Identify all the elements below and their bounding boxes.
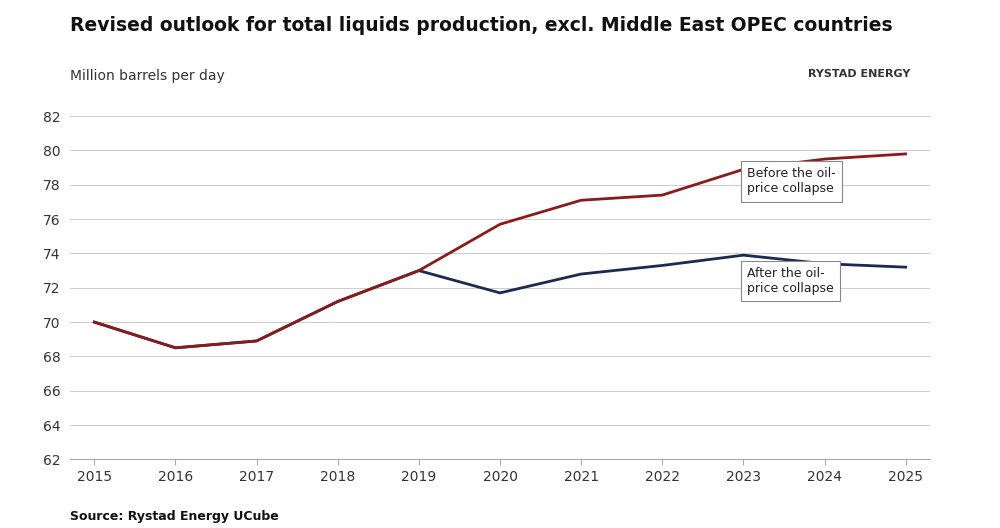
Text: After the oil-
price collapse: After the oil- price collapse <box>747 267 834 295</box>
Text: Source: Rystad Energy UCube: Source: Rystad Energy UCube <box>70 510 279 523</box>
Text: Revised outlook for total liquids production, excl. Middle East OPEC countries: Revised outlook for total liquids produc… <box>70 16 893 35</box>
Text: Before the oil-
price collapse: Before the oil- price collapse <box>747 167 836 195</box>
Text: RYSTAD ENERGY: RYSTAD ENERGY <box>808 69 910 79</box>
Text: Million barrels per day: Million barrels per day <box>70 69 225 83</box>
